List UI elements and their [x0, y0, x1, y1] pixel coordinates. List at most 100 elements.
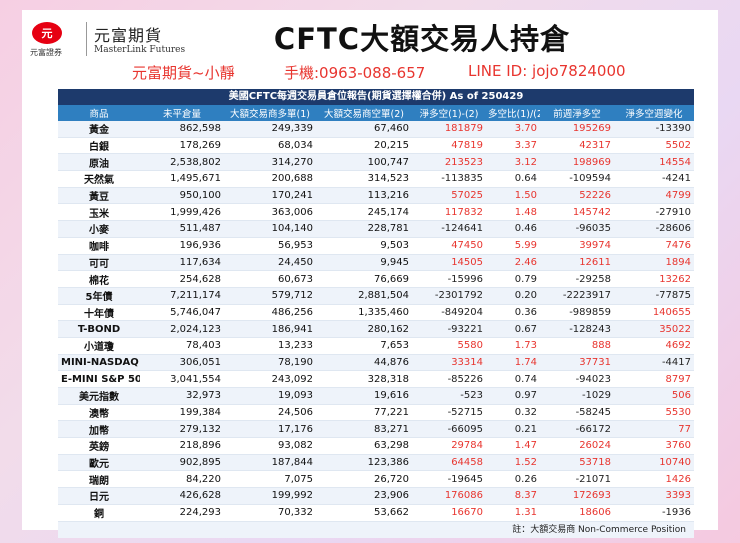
cell-long: 486,256	[224, 304, 316, 322]
cell-ratio: 0.74	[486, 370, 540, 388]
cell-long: 187,844	[224, 454, 316, 472]
cell-product: 黃豆	[58, 187, 140, 205]
table-row: 瑞朗 84,220 7,075 26,720 -19645 0.26 -21071 1426	[58, 470, 694, 489]
cell-ratio: 3.37	[486, 137, 540, 155]
cell-short: 9,503	[316, 237, 412, 255]
cell-ratio: 0.79	[486, 270, 540, 288]
cell-product: E-MINI S&P 500	[58, 370, 140, 388]
cell-product: 英鎊	[58, 437, 140, 455]
table-row: 黃金 862,598 249,339 67,460 181879 3.70 195269 -1…	[58, 121, 694, 138]
cell-short: 67,460	[316, 121, 412, 138]
cell-long: 56,953	[224, 237, 316, 255]
cell-net: -849204	[412, 304, 486, 322]
cell-net-change: 506	[614, 387, 694, 405]
table-row: 黃豆 950,100 170,241 113,216 57025 1.50 52226 479…	[58, 187, 694, 205]
cell-product: 玉米	[58, 203, 140, 222]
cell-open-interest: 2,538,802	[140, 153, 224, 172]
cell-open-interest: 78,403	[140, 337, 224, 355]
cell-product: 十年債	[58, 304, 140, 322]
cell-net-change: 1894	[614, 254, 694, 272]
cell-short: 7,653	[316, 337, 412, 355]
table-row: 十年債 5,746,047 486,256 1,335,460 -849204 0.36-…	[58, 304, 694, 322]
cell-prev-net: -21071	[540, 470, 614, 489]
cell-net-change: -27910	[614, 203, 694, 222]
cell-prev-net: 42317	[540, 137, 614, 155]
cell-product: 銅	[58, 504, 140, 522]
col-header-prev-net: 前週淨多空	[540, 105, 614, 121]
cell-ratio: 5.99	[486, 237, 540, 255]
cell-ratio: 0.97	[486, 387, 540, 405]
col-header-long: 大額交易商多單(1)	[224, 105, 316, 121]
cell-open-interest: 279,132	[140, 420, 224, 439]
cell-prev-net: -96035	[540, 220, 614, 238]
table-row: 5年債 7,211,174 579,712 2,881,504 -2301792 0.20…	[58, 287, 694, 305]
cell-net-change: 8797	[614, 370, 694, 388]
cell-net: 47819	[412, 137, 486, 155]
cell-short: 9,945	[316, 254, 412, 272]
cell-net-change: 1426	[614, 470, 694, 489]
cell-prev-net: -128243	[540, 320, 614, 338]
cell-net: 47450	[412, 237, 486, 255]
cell-prev-net: 18606	[540, 504, 614, 522]
cftc-table-wrap: 美國CFTC每週交易員倉位報告(期貨選擇權合併) As of 250429 商品…	[58, 89, 694, 538]
cell-ratio: 1.31	[486, 504, 540, 522]
cell-product: 5年債	[58, 287, 140, 305]
cell-short: 76,669	[316, 270, 412, 288]
cell-open-interest: 1,495,671	[140, 170, 224, 188]
cell-net: 181879	[412, 121, 486, 138]
cell-net: -93221	[412, 320, 486, 338]
cell-ratio: 1.48	[486, 203, 540, 222]
cell-short: 23,906	[316, 487, 412, 505]
cell-short: 19,616	[316, 387, 412, 405]
cell-short: 280,162	[316, 320, 412, 338]
cell-prev-net: -1029	[540, 387, 614, 405]
cell-long: 60,673	[224, 270, 316, 288]
table-header-row: 商品 未平倉量 大額交易商多單(1) 大額交易商空單(2) 淨多空(1)-(2)…	[58, 105, 694, 121]
cell-product: 白銀	[58, 137, 140, 155]
cell-net: -52715	[412, 404, 486, 422]
col-header-short: 大額交易商空單(2)	[316, 105, 412, 121]
cell-open-interest: 199,384	[140, 404, 224, 422]
cftc-table: 商品 未平倉量 大額交易商多單(1) 大額交易商空單(2) 淨多空(1)-(2)…	[58, 105, 694, 522]
cell-product: MINI-NASDAQ	[58, 354, 140, 372]
col-header-open-interest: 未平倉量	[140, 105, 224, 121]
cell-prev-net: -989859	[540, 304, 614, 322]
cell-long: 93,082	[224, 437, 316, 455]
cell-prev-net: -29258	[540, 270, 614, 288]
table-row: 小麥 511,487 104,140 228,781 -124641 0.46 -96035…	[58, 220, 694, 238]
cell-short: 20,215	[316, 137, 412, 155]
cell-long: 199,992	[224, 487, 316, 505]
cell-prev-net: 198969	[540, 153, 614, 172]
table-row: E-MINI S&P 5003,041,554243,092328,318-85…	[58, 370, 694, 388]
cell-net: 29784	[412, 437, 486, 455]
cell-net-change: -1936	[614, 504, 694, 522]
table-row: T-BOND 2,024,123 186,941 280,162 -93221 0.67-…	[58, 320, 694, 338]
table-row: 澳幣 199,384 24,506 77,221 -52715 0.32 -58245 553…	[58, 404, 694, 422]
cell-long: 7,075	[224, 470, 316, 489]
cell-net-change: 4692	[614, 337, 694, 355]
cell-net-change: 10740	[614, 454, 694, 472]
cell-net-change: 5502	[614, 137, 694, 155]
cell-product: 小道瓊	[58, 337, 140, 355]
cell-net: 14505	[412, 254, 486, 272]
cell-prev-net: -94023	[540, 370, 614, 388]
cell-net-change: -4417	[614, 354, 694, 372]
col-header-net: 淨多空(1)-(2)	[412, 105, 486, 121]
cell-net: -85226	[412, 370, 486, 388]
cell-prev-net: -66172	[540, 420, 614, 439]
cell-prev-net: 172693	[540, 487, 614, 505]
cell-ratio: 1.50	[486, 187, 540, 205]
table-row: 英鎊 218,896 93,082 63,298 29784 1.47 26024 3760	[58, 437, 694, 455]
cell-long: 70,332	[224, 504, 316, 522]
table-footnote: 註：大額交易商 Non-Commerce Position	[58, 521, 694, 538]
cell-net: -19645	[412, 470, 486, 489]
cell-long: 579,712	[224, 287, 316, 305]
cell-open-interest: 2,024,123	[140, 320, 224, 338]
cell-ratio: 3.70	[486, 121, 540, 138]
cell-open-interest: 511,487	[140, 220, 224, 238]
cell-short: 1,335,460	[316, 304, 412, 322]
cell-ratio: 1.47	[486, 437, 540, 455]
cell-product: 咖啡	[58, 237, 140, 255]
cell-ratio: 0.67	[486, 320, 540, 338]
col-header-net-change: 淨多空週變化	[614, 105, 694, 121]
